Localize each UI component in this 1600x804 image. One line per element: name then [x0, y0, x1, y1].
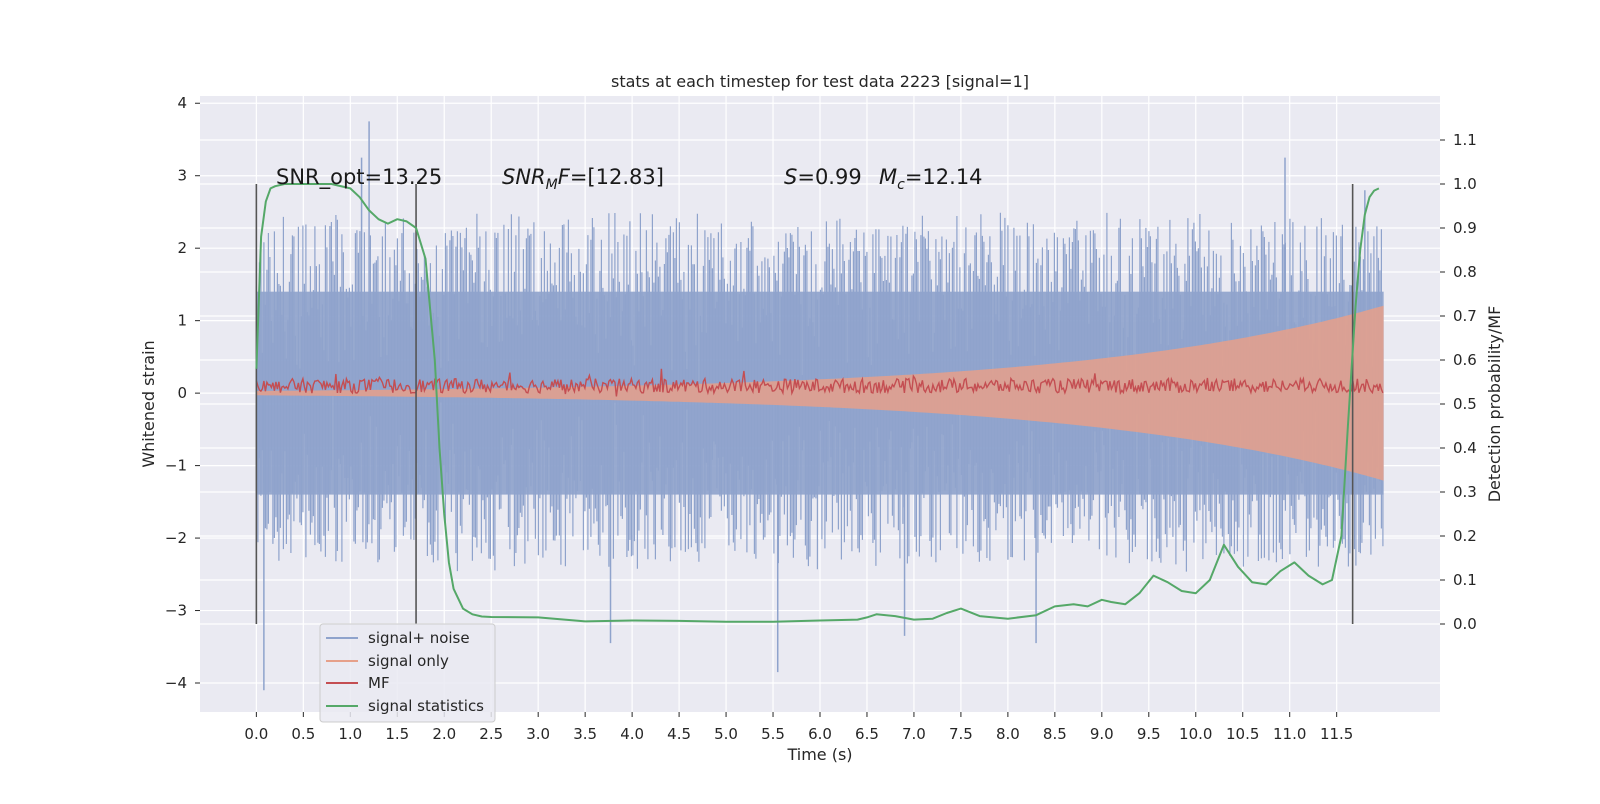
x-tick-label: 3.5 — [573, 725, 597, 743]
y-tick-label: 1 — [177, 312, 187, 330]
y-tick-label: 3 — [177, 167, 187, 185]
x-tick-label: 3.0 — [526, 725, 550, 743]
y-tick-label: 2 — [177, 239, 187, 257]
legend: signal+ noise signal only MF signal stat… — [319, 623, 496, 723]
x-tick-label: 0.0 — [244, 725, 268, 743]
x-tick-label: 1.0 — [338, 725, 362, 743]
y-tick-label: −3 — [165, 602, 187, 620]
y-axis-label-right: Detection probability/MF — [1485, 306, 1504, 503]
x-tick-label: 10.5 — [1226, 725, 1259, 743]
y-right-tick-label: 1.1 — [1453, 131, 1477, 149]
y-right-tick-label: 1.0 — [1453, 175, 1477, 193]
y-right-tick-label: 0.7 — [1453, 307, 1477, 325]
x-tick-label: 8.5 — [1043, 725, 1067, 743]
x-tick-label: 2.5 — [479, 725, 503, 743]
vertical-markers — [255, 184, 1354, 624]
signal-statistics-line — [255, 183, 1380, 623]
y-right-tick-label: 0.2 — [1453, 527, 1477, 545]
x-tick-label: 2.0 — [432, 725, 456, 743]
x-tick-label: 6.0 — [808, 725, 832, 743]
x-tick-label: 11.5 — [1320, 725, 1353, 743]
x-tick-label: 9.0 — [1090, 725, 1114, 743]
mf-trace — [255, 368, 1384, 397]
x-tick-label: 4.0 — [620, 725, 644, 743]
y-tick-label: −4 — [165, 674, 187, 692]
x-tick-label: 0.5 — [291, 725, 315, 743]
series-signal-only — [256, 305, 1384, 481]
series-signal-statistics — [255, 183, 1380, 623]
x-tick-label: 5.0 — [714, 725, 738, 743]
x-tick-label: 7.0 — [902, 725, 926, 743]
y-tick-label: 0 — [177, 384, 187, 402]
y-right-tick-label: 0.3 — [1453, 483, 1477, 501]
x-tick-label: 5.5 — [761, 725, 785, 743]
x-tick-label: 1.5 — [385, 725, 409, 743]
legend-label-signal-noise: signal+ noise — [368, 629, 470, 647]
x-tick-label: 9.5 — [1137, 725, 1161, 743]
y-tick-label: −2 — [165, 529, 187, 547]
annotation-snr-mf: SNRMF=[12.83] — [502, 165, 664, 193]
x-axis-label: Time (s) — [786, 745, 852, 764]
annotation-mc: Mc=12.14 — [879, 165, 983, 193]
plot-title: stats at each timestep for test data 222… — [611, 72, 1029, 91]
legend-label-signal-statistics: signal statistics — [368, 697, 484, 715]
annotation-s: S=0.99 — [784, 165, 862, 189]
y-axis-label: Whitened strain — [139, 340, 158, 467]
axis-ticks: 0.0 0.5 1.0 1.5 2.0 2.5 3.0 3.5 4.0 4.5 5.0 5.5 6.0 6… — [165, 94, 1477, 743]
x-tick-label: 11.0 — [1273, 725, 1306, 743]
y-right-tick-label: 0.9 — [1453, 219, 1477, 237]
legend-box — [319, 623, 496, 723]
series-mf — [255, 368, 1384, 397]
x-tick-label: 4.5 — [667, 725, 691, 743]
x-tick-label: 6.5 — [855, 725, 879, 743]
x-tick-label: 10.0 — [1179, 725, 1212, 743]
legend-label-signal-only: signal only — [368, 652, 449, 670]
y-tick-label: −1 — [165, 457, 187, 475]
signal-only-envelope — [256, 305, 1384, 481]
annotation-snr-opt: SNR_opt=13.25 — [276, 165, 442, 190]
y-right-tick-label: 0.0 — [1453, 615, 1477, 633]
y-right-tick-label: 0.8 — [1453, 263, 1477, 281]
y-right-tick-label: 0.4 — [1453, 439, 1477, 457]
x-tick-label: 7.5 — [949, 725, 973, 743]
y-right-tick-label: 0.6 — [1453, 351, 1477, 369]
y-tick-label: 4 — [177, 94, 187, 112]
y-right-tick-label: 0.5 — [1453, 395, 1477, 413]
x-tick-label: 8.0 — [996, 725, 1020, 743]
y-right-tick-label: 0.1 — [1453, 571, 1477, 589]
legend-label-mf: MF — [368, 674, 390, 692]
